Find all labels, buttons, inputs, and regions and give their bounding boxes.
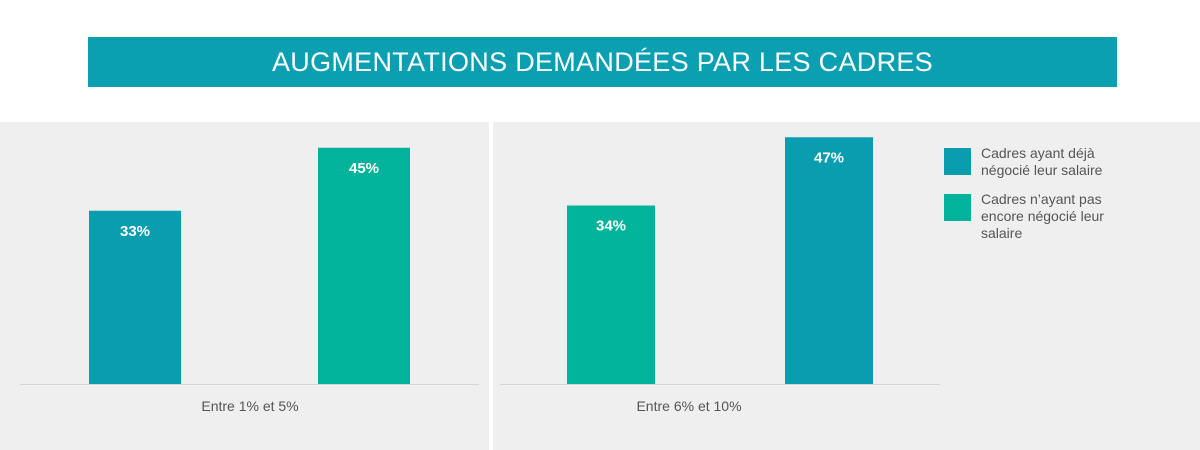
bar-2-1 (567, 205, 655, 384)
bar-value-label: 45% (349, 160, 379, 177)
bar-value-label: 47% (814, 149, 844, 166)
chart-2: 34% 47% Entre 6% et 10% (500, 137, 940, 414)
bar-value-label: 34% (596, 218, 626, 235)
chart-1: 33% 45% Entre 1% et 5% (20, 147, 479, 414)
legend-item-negotiated: Cadres ayant déjà négocié leur salaire (944, 145, 1184, 179)
legend-swatch-negotiated (944, 148, 971, 175)
x-axis-label: Entre 1% et 5% (201, 398, 298, 414)
bar-value-label: 33% (120, 223, 150, 240)
bar-2-2 (785, 137, 873, 384)
legend-label-not-negotiated: Cadres n’ayant pas encore négocié leur s… (981, 191, 1104, 241)
x-axis-label: Entre 6% et 10% (636, 398, 741, 414)
chart-title: AUGMENTATIONS DEMANDÉES PAR LES CADRES (271, 46, 933, 77)
legend-item-not-negotiated: Cadres n’ayant pas encore négocié leur s… (944, 191, 1184, 242)
title-banner: AUGMENTATIONS DEMANDÉES PAR LES CADRES (88, 37, 1117, 87)
legend-swatch-not-negotiated (944, 194, 971, 221)
bar-1-2 (318, 147, 410, 384)
legend-label-negotiated: Cadres ayant déjà négocié leur salaire (981, 145, 1103, 178)
legend: Cadres ayant déjà négocié leur salaire C… (944, 145, 1184, 254)
bar-1-1 (89, 210, 181, 384)
